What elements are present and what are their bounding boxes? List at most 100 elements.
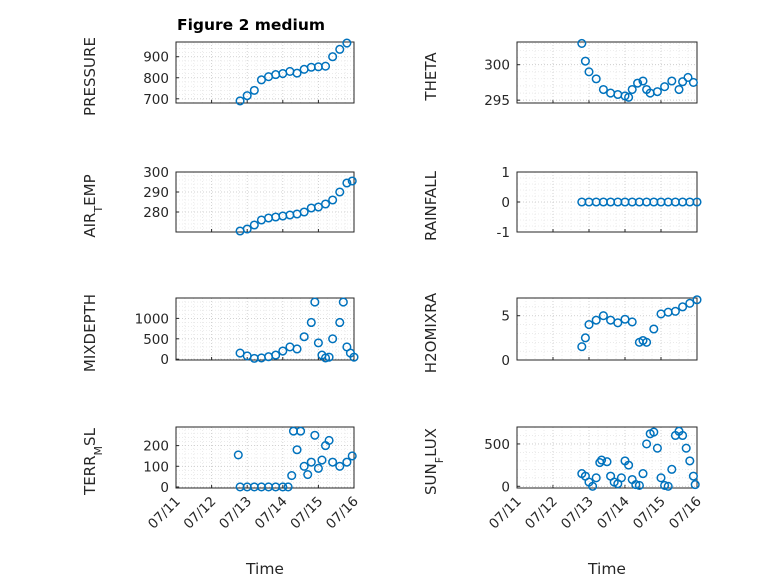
plot-frame — [516, 171, 698, 233]
x-tick-label: 07/12 — [181, 494, 220, 533]
data-point — [328, 52, 338, 62]
data-point — [349, 352, 359, 362]
data-point — [652, 443, 662, 453]
data-point — [580, 333, 590, 343]
y-axis-label: MIXDEPTH — [81, 294, 99, 372]
data-point — [242, 91, 252, 101]
y-tick-label: 0 — [160, 352, 169, 368]
data-point — [278, 346, 288, 356]
data-point — [660, 82, 670, 92]
x-axis-label: Time — [245, 560, 284, 578]
data-point — [283, 482, 293, 492]
figure-title: Figure 2 medium — [177, 16, 325, 34]
y-axis-label: AIRTEMP — [81, 174, 105, 237]
data-point — [320, 353, 331, 363]
data-point — [235, 96, 245, 106]
data-point — [588, 481, 598, 491]
air-temp-panel: 280 290 300 AIRTEMP — [81, 165, 357, 238]
x-tick-label: 07/15 — [287, 494, 326, 533]
plot-frame — [516, 426, 698, 489]
data-point — [613, 318, 623, 328]
data-point — [678, 302, 688, 312]
data-point — [306, 317, 316, 328]
y-tick-label: 280 — [143, 205, 169, 221]
data-point — [256, 75, 266, 85]
plot-frame — [516, 297, 698, 361]
data-point — [580, 56, 590, 66]
data-point — [320, 61, 331, 71]
data-point — [627, 317, 637, 327]
data-point — [335, 461, 345, 471]
data-point — [303, 470, 313, 480]
data-point — [249, 220, 259, 230]
data-point — [688, 471, 698, 481]
data-point — [335, 44, 345, 54]
data-point — [616, 473, 626, 483]
data-point — [342, 178, 352, 188]
data-point — [602, 457, 612, 467]
data-point — [598, 84, 608, 95]
y-tick-label: 300 — [484, 58, 510, 74]
data-point — [285, 210, 295, 220]
y-tick-label: 0 — [501, 195, 510, 211]
data-point — [685, 298, 695, 308]
data-point — [690, 480, 700, 490]
data-point — [577, 342, 587, 352]
data-point — [591, 473, 601, 483]
y-tick-label: -1 — [497, 225, 510, 241]
data-point — [597, 455, 607, 465]
data-point — [591, 315, 601, 325]
y-tick-label: 0 — [501, 479, 510, 495]
y-tick-label: 1000 — [135, 311, 169, 327]
sun-flux-panel: 0 500 SUNFLUX 07/1107/1207/1307/1407/1507/1… — [422, 426, 705, 578]
data-point — [242, 224, 252, 234]
data-point — [292, 68, 302, 78]
data-point — [233, 450, 243, 460]
data-point — [685, 456, 695, 466]
data-point — [271, 70, 281, 80]
data-point — [335, 187, 345, 197]
data-point — [663, 481, 673, 491]
data-point — [660, 480, 670, 491]
y-tick-label: 500 — [484, 437, 510, 453]
y-tick-label: 1 — [501, 165, 510, 181]
data-point — [638, 76, 648, 86]
data-point — [271, 212, 281, 222]
data-point — [317, 455, 327, 465]
data-point — [631, 480, 641, 490]
data-point — [663, 307, 673, 317]
data-point — [667, 76, 677, 86]
data-point — [299, 461, 309, 471]
data-point — [310, 297, 320, 307]
data-point — [624, 460, 634, 470]
mixdepth-panel: 0 500 1000 MIXDEPTH — [81, 294, 359, 372]
x-tick-label: 07/14 — [252, 494, 291, 533]
data-point — [328, 334, 338, 344]
data-point — [656, 473, 666, 483]
data-point — [577, 38, 587, 48]
terrain-msl-panel: 0 100 200 TERRMSL 07/1107/1207/1307/1407/150… — [81, 426, 362, 578]
data-point — [652, 87, 662, 97]
data-point — [670, 306, 680, 316]
data-point — [299, 207, 309, 217]
h2o-mixratio-panel: 0 5 H2OMIXRA — [422, 292, 702, 373]
data-point — [642, 337, 652, 347]
y-tick-label: 0 — [160, 480, 169, 496]
data-point — [627, 84, 637, 95]
data-point — [306, 457, 316, 467]
data-point — [598, 311, 608, 321]
data-point — [613, 89, 623, 100]
data-point — [313, 338, 323, 348]
data-point — [296, 426, 306, 436]
data-point — [688, 77, 698, 87]
pressure-panel: 700 800 900 PRESSURE — [81, 37, 355, 116]
data-point — [287, 471, 297, 481]
y-tick-label: 0 — [501, 353, 510, 369]
plot-frame — [516, 41, 698, 104]
y-tick-label: 300 — [143, 165, 169, 181]
plot-frame — [175, 171, 355, 233]
x-tick-label: 07/16 — [666, 494, 705, 533]
y-axis-label: SUNFLUX — [422, 428, 446, 495]
data-point — [649, 324, 659, 334]
y-tick-label: 100 — [143, 459, 169, 475]
